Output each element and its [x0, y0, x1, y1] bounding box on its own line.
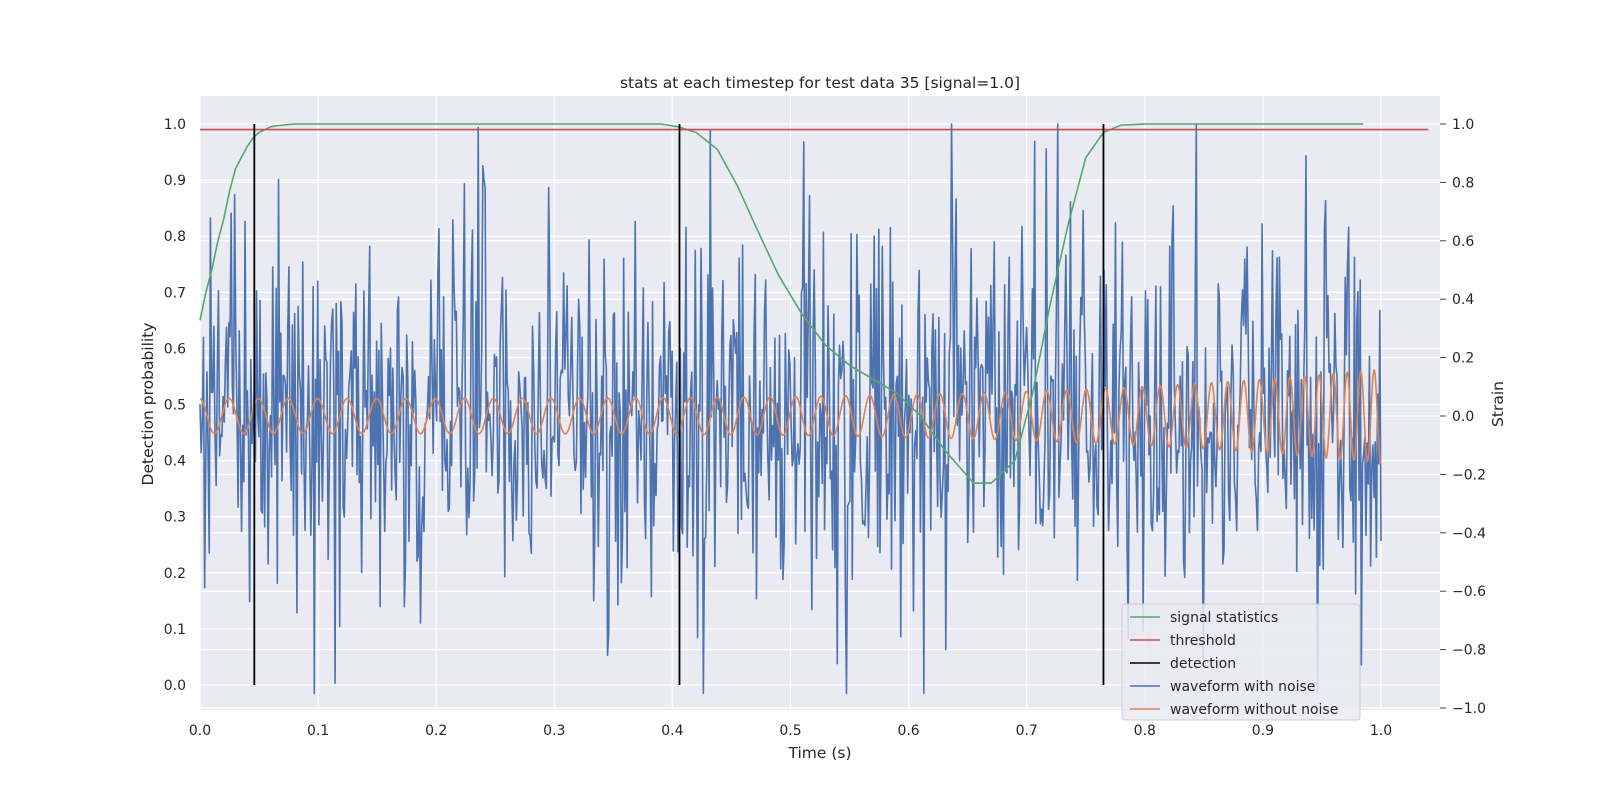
y-ticks: 0.0 0.1 0.2 0.3 0.4 0.5 0.6 0.7 0.8 0.9 1.0 — [164, 117, 186, 694]
y2-tick-label: 0.6 — [1452, 234, 1474, 250]
y-tick-label: 0.6 — [164, 341, 186, 357]
series-waveform-with-noise — [199, 123, 1382, 695]
x-tick-label: 0.8 — [1134, 723, 1156, 739]
x-ticks: 0.0 0.1 0.2 0.3 0.4 0.5 0.6 0.7 0.8 0.9 1.0 — [189, 723, 1392, 739]
x-axis-label: Time (s) — [787, 744, 851, 762]
x-tick-label: 0.1 — [307, 723, 329, 739]
y-tick-label: 0.1 — [164, 622, 186, 638]
legend-entry-clean: waveform without noise — [1130, 702, 1338, 718]
y2-tick-label: −0.6 — [1452, 584, 1486, 600]
series-signal-statistics — [199, 123, 1364, 484]
x-tick-label: 0.6 — [897, 723, 919, 739]
x-tick-label: 0.4 — [661, 723, 683, 739]
legend-box — [1121, 603, 1361, 721]
legend-entry-detection: detection — [1130, 656, 1236, 672]
legend-label-threshold: threshold — [1170, 633, 1236, 649]
series-waveform-without-noise — [199, 369, 1382, 465]
legend: signal statistics threshold detection wa… — [1121, 603, 1361, 721]
y2-tick-label: −0.2 — [1452, 467, 1486, 483]
y2-tick-label: −0.4 — [1452, 526, 1486, 542]
y-tick-label: 0.8 — [164, 229, 186, 245]
y2-tick-label: 1.0 — [1452, 117, 1474, 133]
legend-label-signal: signal statistics — [1170, 610, 1278, 626]
y2-tick-label: −0.8 — [1452, 643, 1486, 659]
x-tick-label: 0.7 — [1016, 723, 1038, 739]
x-tick-label: 0.5 — [779, 723, 801, 739]
x-tick-label: 0.3 — [543, 723, 565, 739]
y-tick-label: 0.4 — [164, 454, 186, 470]
y2-axis-label: Strain — [1489, 381, 1507, 427]
series-layer — [199, 123, 1429, 695]
y-tick-label: 0.5 — [164, 398, 186, 414]
y-tick-label: 0.2 — [164, 566, 186, 582]
x-tick-label: 1.0 — [1370, 723, 1392, 739]
chart-title: stats at each timestep for test data 35 … — [620, 74, 1020, 92]
legend-label-detection: detection — [1170, 656, 1236, 672]
y-axis-label: Detection probability — [139, 323, 157, 486]
legend-entry-threshold: threshold — [1130, 633, 1236, 649]
y-tick-label: 0.9 — [164, 173, 186, 189]
y-tick-label: 1.0 — [164, 117, 186, 133]
y2-tick-label: 0.2 — [1452, 351, 1474, 367]
y-tick-label: 0.3 — [164, 510, 186, 526]
y2-tick-label: 0.4 — [1452, 292, 1474, 308]
legend-label-clean: waveform without noise — [1170, 702, 1338, 718]
y-tick-label: 0.0 — [164, 678, 186, 694]
x-tick-label: 0.2 — [425, 723, 447, 739]
y2-tick-label: 0.0 — [1452, 409, 1474, 425]
x-tick-label: 0.0 — [189, 723, 211, 739]
legend-entry-noisy: waveform with noise — [1130, 679, 1315, 695]
y2-ticks: −1.0 −0.8 −0.6 −0.4 −0.2 0.0 0.2 0.4 0.6 0.8 1.0 — [1440, 117, 1486, 717]
legend-label-noisy: waveform with noise — [1170, 679, 1315, 695]
y2-tick-label: −1.0 — [1452, 701, 1486, 717]
legend-entry-signal: signal statistics — [1130, 610, 1278, 626]
y-tick-label: 0.7 — [164, 285, 186, 301]
x-tick-label: 0.9 — [1252, 723, 1274, 739]
y2-tick-label: 0.8 — [1452, 175, 1474, 191]
